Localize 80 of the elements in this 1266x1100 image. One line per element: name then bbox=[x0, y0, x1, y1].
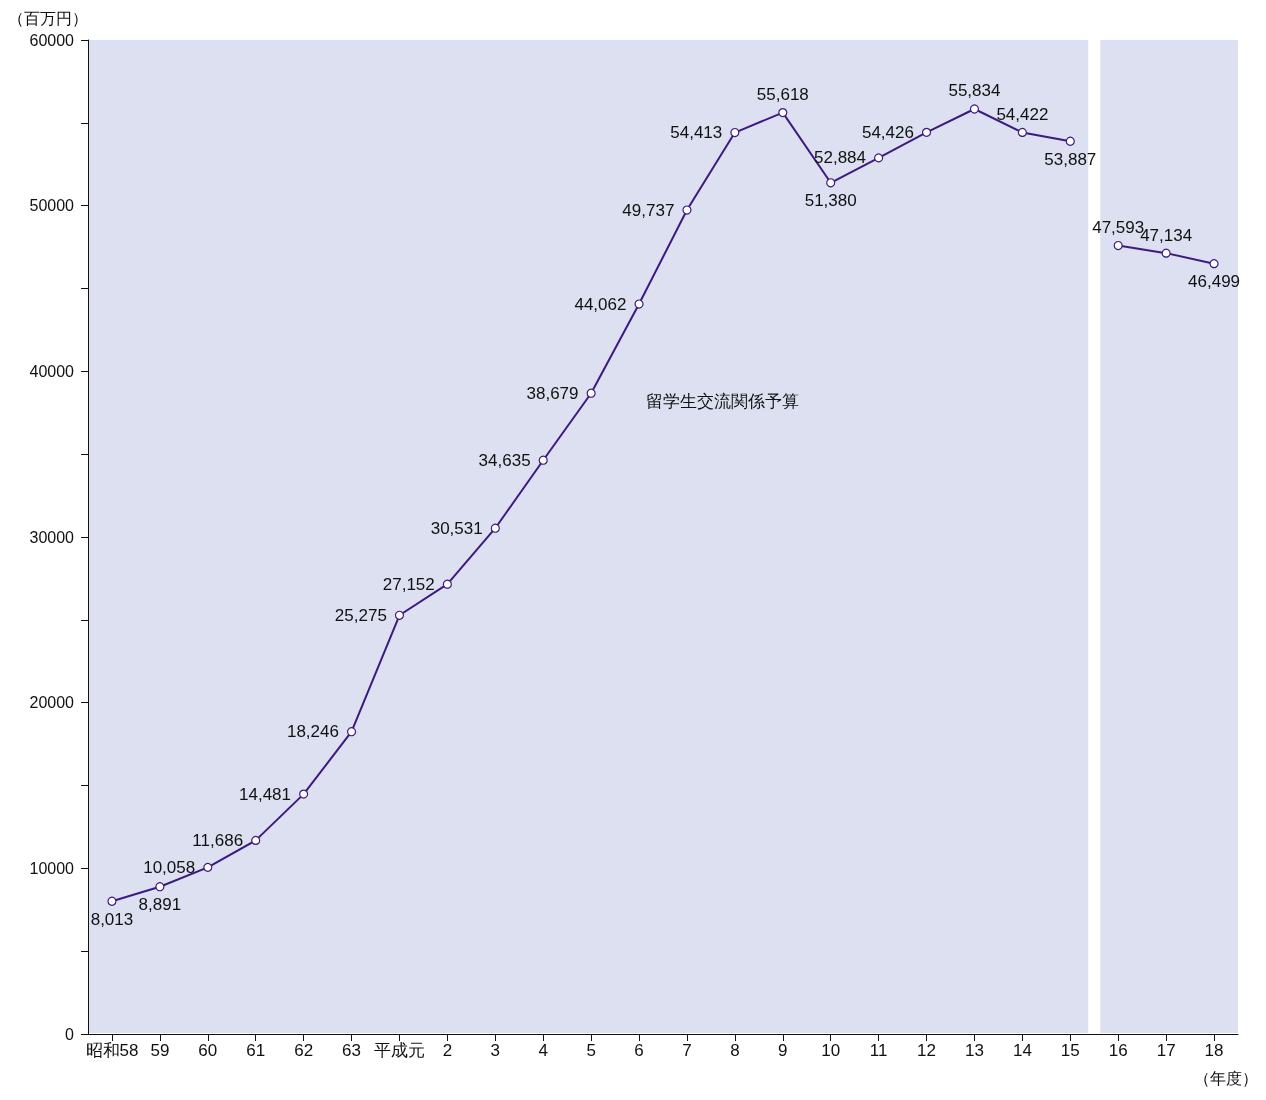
point bbox=[394, 610, 405, 620]
x-tick-label: 4 bbox=[538, 1041, 548, 1060]
point bbox=[730, 127, 740, 138]
x-tick-label: 2 bbox=[442, 1041, 453, 1060]
point bbox=[1017, 127, 1027, 138]
point bbox=[778, 108, 788, 118]
x-tick-label: 10 bbox=[821, 1041, 841, 1060]
y-tick-label: 50000 bbox=[29, 197, 75, 215]
data-label: 53,887 bbox=[1044, 149, 1097, 169]
x-tick-label: 14 bbox=[1012, 1041, 1032, 1060]
point bbox=[490, 523, 500, 533]
point bbox=[299, 789, 309, 799]
x-axis-title: （年度） bbox=[1194, 1069, 1258, 1087]
x-tick-label: 3 bbox=[490, 1041, 501, 1060]
data-label: 30,531 bbox=[430, 518, 483, 538]
x-tick-label: 11 bbox=[869, 1041, 888, 1060]
point bbox=[921, 127, 932, 137]
data-label: 8,891 bbox=[138, 895, 182, 915]
y-tick-label: 20000 bbox=[29, 694, 75, 712]
point bbox=[1065, 136, 1075, 146]
point bbox=[442, 579, 452, 589]
x-tick-label: 13 bbox=[965, 1041, 984, 1060]
data-label: 14,481 bbox=[239, 784, 292, 804]
data-label: 44,062 bbox=[574, 294, 627, 314]
data-label: 54,413 bbox=[670, 123, 723, 143]
point bbox=[155, 882, 165, 892]
data-label: 52,884 bbox=[814, 148, 867, 168]
point bbox=[538, 455, 548, 465]
y-tick-label: 10000 bbox=[29, 859, 75, 877]
point bbox=[874, 153, 884, 163]
x-tick-label: 6 bbox=[634, 1041, 644, 1060]
point bbox=[634, 299, 644, 309]
point bbox=[1113, 240, 1123, 251]
data-label: 11,686 bbox=[192, 830, 244, 850]
y-axis-title: （百万円） bbox=[8, 9, 88, 27]
data-label: 55,618 bbox=[756, 85, 809, 104]
x-tick-label: 8 bbox=[730, 1041, 740, 1060]
point bbox=[203, 862, 213, 872]
data-label: 49,737 bbox=[622, 200, 675, 220]
point bbox=[586, 388, 596, 398]
x-tick-label: 60 bbox=[198, 1041, 218, 1060]
data-label: 8,013 bbox=[90, 909, 134, 929]
x-tick-label: 昭和58 bbox=[85, 1041, 139, 1060]
x-tick-label: 5 bbox=[586, 1041, 596, 1060]
point bbox=[1209, 259, 1219, 269]
x-tick-label: 16 bbox=[1108, 1041, 1128, 1060]
y-tick-label: 0 bbox=[65, 1025, 75, 1043]
point bbox=[1161, 248, 1171, 258]
data-label: 27,152 bbox=[382, 574, 435, 594]
point bbox=[682, 205, 692, 215]
x-tick-label: 18 bbox=[1204, 1041, 1224, 1060]
point bbox=[346, 727, 357, 737]
x-tick-label: 12 bbox=[917, 1041, 936, 1060]
data-label: 18,246 bbox=[286, 722, 339, 742]
x-tick-label: 63 bbox=[342, 1041, 361, 1060]
x-tick-label: 15 bbox=[1060, 1041, 1080, 1060]
point bbox=[969, 104, 980, 114]
x-tick-label: 7 bbox=[682, 1041, 692, 1060]
y-tick-label: 40000 bbox=[29, 362, 75, 380]
data-label: 54,426 bbox=[861, 122, 914, 142]
data-label: 51,380 bbox=[804, 191, 857, 211]
data-label: 46,499 bbox=[1188, 272, 1241, 292]
data-label: 25,275 bbox=[334, 605, 387, 625]
point bbox=[826, 178, 836, 188]
annotation: 留学生交流関係予算 bbox=[645, 391, 799, 411]
data-label: 55,834 bbox=[948, 81, 1001, 101]
data-label: 38,679 bbox=[526, 383, 579, 403]
point bbox=[251, 835, 261, 845]
y-tick-label: 30000 bbox=[29, 528, 75, 546]
x-tick-label: 62 bbox=[294, 1041, 314, 1060]
y-tick-label: 60000 bbox=[29, 31, 75, 49]
x-tick-label: 9 bbox=[778, 1041, 788, 1060]
x-tick-label: 61 bbox=[246, 1041, 266, 1060]
x-tick-label: 59 bbox=[150, 1041, 170, 1060]
data-label: 10,058 bbox=[143, 857, 196, 877]
data-label: 34,635 bbox=[478, 450, 531, 470]
point bbox=[107, 896, 117, 906]
x-tick-label: 17 bbox=[1156, 1041, 1176, 1060]
x-tick-label: 平成元 bbox=[373, 1041, 425, 1060]
data-label: 54,422 bbox=[996, 104, 1049, 124]
